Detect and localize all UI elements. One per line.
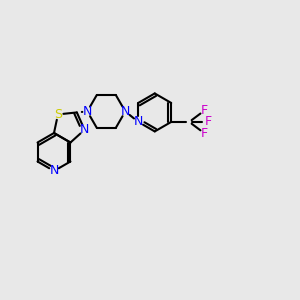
- Text: F: F: [201, 127, 208, 140]
- Text: S: S: [54, 108, 62, 121]
- Text: N: N: [121, 105, 130, 118]
- Text: N: N: [49, 164, 59, 178]
- Text: F: F: [201, 104, 208, 117]
- Text: N: N: [134, 116, 143, 128]
- Text: N: N: [82, 105, 92, 118]
- Text: N: N: [80, 123, 89, 136]
- Text: F: F: [205, 116, 212, 128]
